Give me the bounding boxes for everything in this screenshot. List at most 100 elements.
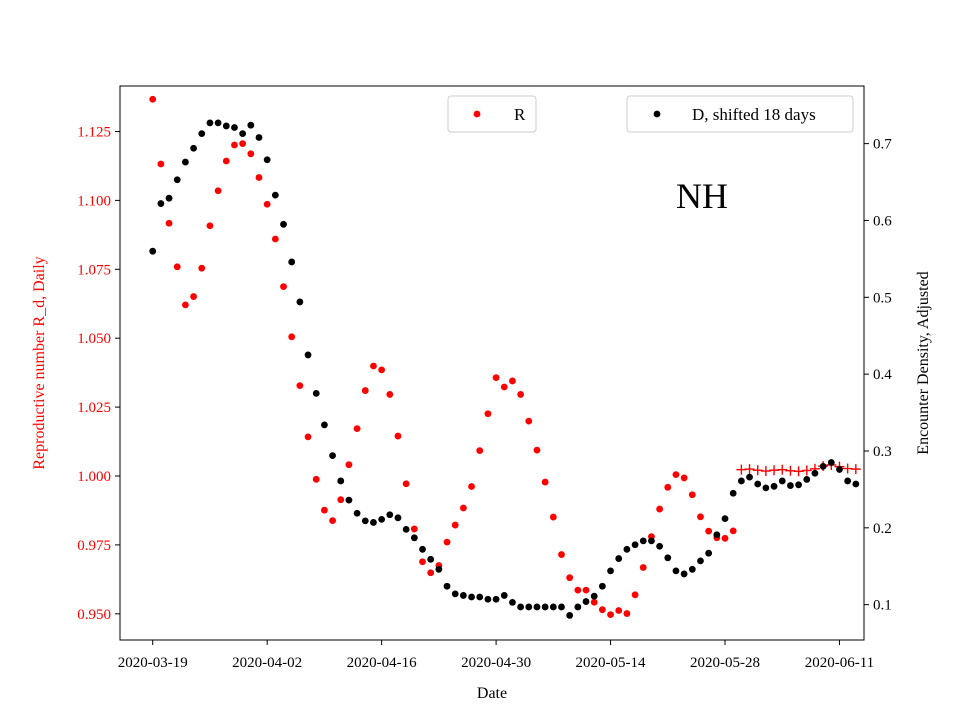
r-point <box>394 432 402 440</box>
r-point <box>288 333 296 341</box>
d-point <box>607 567 614 575</box>
y-left-tick-label: 1.100 <box>77 193 111 209</box>
r-point <box>353 425 361 432</box>
d-point <box>746 473 753 481</box>
d-point <box>386 511 394 519</box>
d-point <box>231 124 238 131</box>
r-point <box>386 391 394 398</box>
d-point <box>190 144 197 152</box>
y-axis-left-label: Reproductive number R_d, Daily <box>31 256 48 469</box>
r-point <box>206 222 214 230</box>
y-right-tick-label: 0.6 <box>873 213 892 229</box>
r-point <box>247 150 255 158</box>
y-right-tick-label: 0.5 <box>873 290 892 306</box>
series-d-marks <box>149 119 860 619</box>
d-point <box>443 582 451 590</box>
r-plus-marker <box>760 466 771 477</box>
r-point <box>688 491 696 499</box>
d-point <box>402 525 410 533</box>
x-tick-label: 2020-03-19 <box>118 655 188 671</box>
x-axis-ticks: 2020-03-19 2020-04-02 2020-04-16 2020-04-30… <box>118 640 874 671</box>
r-point <box>517 391 525 398</box>
d-point <box>255 134 263 141</box>
d-point <box>582 598 590 605</box>
r-plus-marker <box>777 464 788 475</box>
d-point <box>623 545 631 553</box>
x-tick-label: 2020-04-16 <box>347 655 417 671</box>
d-point <box>370 519 377 526</box>
r-point <box>525 417 533 425</box>
d-point <box>639 537 647 545</box>
d-point <box>737 477 745 485</box>
r-point <box>410 525 418 533</box>
d-point <box>836 466 843 473</box>
x-tick-label: 2020-04-02 <box>232 655 302 671</box>
d-point <box>459 592 467 599</box>
d-point <box>492 595 500 603</box>
d-point <box>222 122 230 130</box>
y-left-tick-label: 0.975 <box>77 538 111 554</box>
r-point <box>549 513 557 521</box>
d-point <box>329 452 336 459</box>
r-point <box>492 374 500 382</box>
d-point <box>345 496 353 504</box>
d-point <box>173 176 181 184</box>
d-point <box>598 582 606 590</box>
d-point <box>337 477 345 485</box>
d-point <box>468 593 475 601</box>
r-point <box>590 598 598 606</box>
legend-r: R <box>447 95 537 133</box>
y-right-tick-label: 0.4 <box>873 367 892 383</box>
r-point <box>419 558 426 566</box>
d-point <box>149 247 157 255</box>
d-point <box>811 469 819 477</box>
x-tick-label: 2020-05-28 <box>690 655 760 671</box>
d-point <box>165 194 173 202</box>
d-point <box>288 258 296 266</box>
d-point <box>410 534 418 542</box>
d-point <box>795 481 802 489</box>
d-point <box>509 598 516 606</box>
d-point <box>271 191 279 199</box>
r-point <box>509 377 516 385</box>
d-point <box>729 489 737 497</box>
r-point <box>623 610 631 617</box>
state-annotation: NH <box>676 176 728 216</box>
d-point <box>427 555 435 563</box>
r-point <box>533 446 541 454</box>
d-point <box>517 603 525 611</box>
r-point <box>672 471 680 479</box>
r-point <box>280 283 287 291</box>
d-point <box>378 515 386 523</box>
d-point <box>770 482 778 490</box>
d-point <box>182 158 189 166</box>
r-point <box>329 517 336 525</box>
d-point <box>304 351 312 359</box>
d-point <box>394 514 402 522</box>
d-point <box>476 593 484 601</box>
d-point <box>566 612 574 619</box>
r-point <box>598 606 606 614</box>
d-point <box>819 462 827 470</box>
r-point <box>361 387 369 394</box>
y-left-tick-label: 0.950 <box>77 607 111 623</box>
y-right-tick-label: 0.1 <box>873 598 892 614</box>
y-left-tick-label: 1.050 <box>77 331 111 347</box>
d-point <box>353 509 361 517</box>
r-point <box>320 506 328 514</box>
y-left-tick-label: 1.125 <box>77 124 111 140</box>
d-point <box>590 592 598 600</box>
r-plus-marker <box>793 466 804 477</box>
r-point <box>345 461 353 469</box>
r-point <box>337 496 345 504</box>
d-point <box>827 459 835 466</box>
r-point <box>173 263 181 271</box>
r-point <box>157 160 165 168</box>
d-point <box>419 545 426 553</box>
d-point <box>361 517 369 525</box>
r-point <box>263 200 271 208</box>
r-point <box>271 235 279 243</box>
y-axis-left-ticks: 0.950 0.975 1.000 1.025 1.050 1.075 1.100 1.125 <box>77 124 120 623</box>
r-point <box>574 586 582 594</box>
